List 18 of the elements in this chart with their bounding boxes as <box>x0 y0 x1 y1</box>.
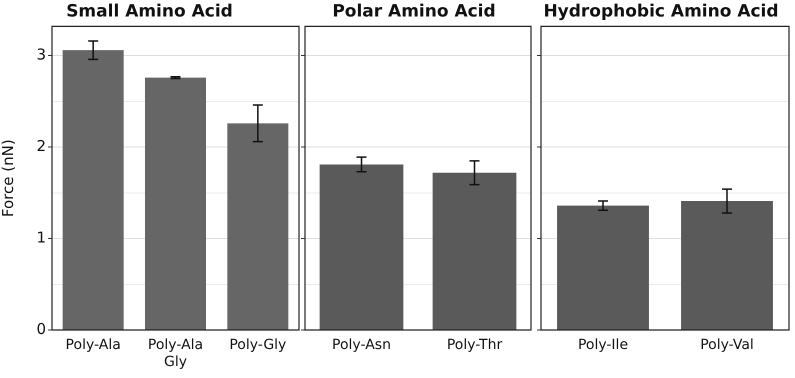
y-tick-label: 0 <box>36 320 46 338</box>
chart-title: Small Amino Acid <box>66 2 233 22</box>
x-tick-label: Poly-Ile <box>578 337 628 354</box>
y-tick-label: 3 <box>36 46 46 64</box>
y-tick-label: 1 <box>36 228 46 246</box>
chart-title: Polar Amino Acid <box>332 2 496 22</box>
x-tick-label: Poly-Ala Gly <box>148 337 204 370</box>
y-tick-label: 2 <box>36 137 46 155</box>
x-tick-label: Poly-Ala <box>66 337 121 354</box>
x-tick-label: Poly-Val <box>700 337 754 354</box>
bar <box>144 78 206 330</box>
x-tick-label: Poly-Thr <box>446 337 502 354</box>
x-tick-label: Poly-Asn <box>332 337 391 354</box>
bar <box>227 123 288 330</box>
y-axis-title: Force (nN) <box>0 139 17 218</box>
x-tick-label: Poly-Gly <box>229 337 286 354</box>
chart-title: Hydrophobic Amino Acid <box>543 2 779 22</box>
bar <box>62 50 124 330</box>
